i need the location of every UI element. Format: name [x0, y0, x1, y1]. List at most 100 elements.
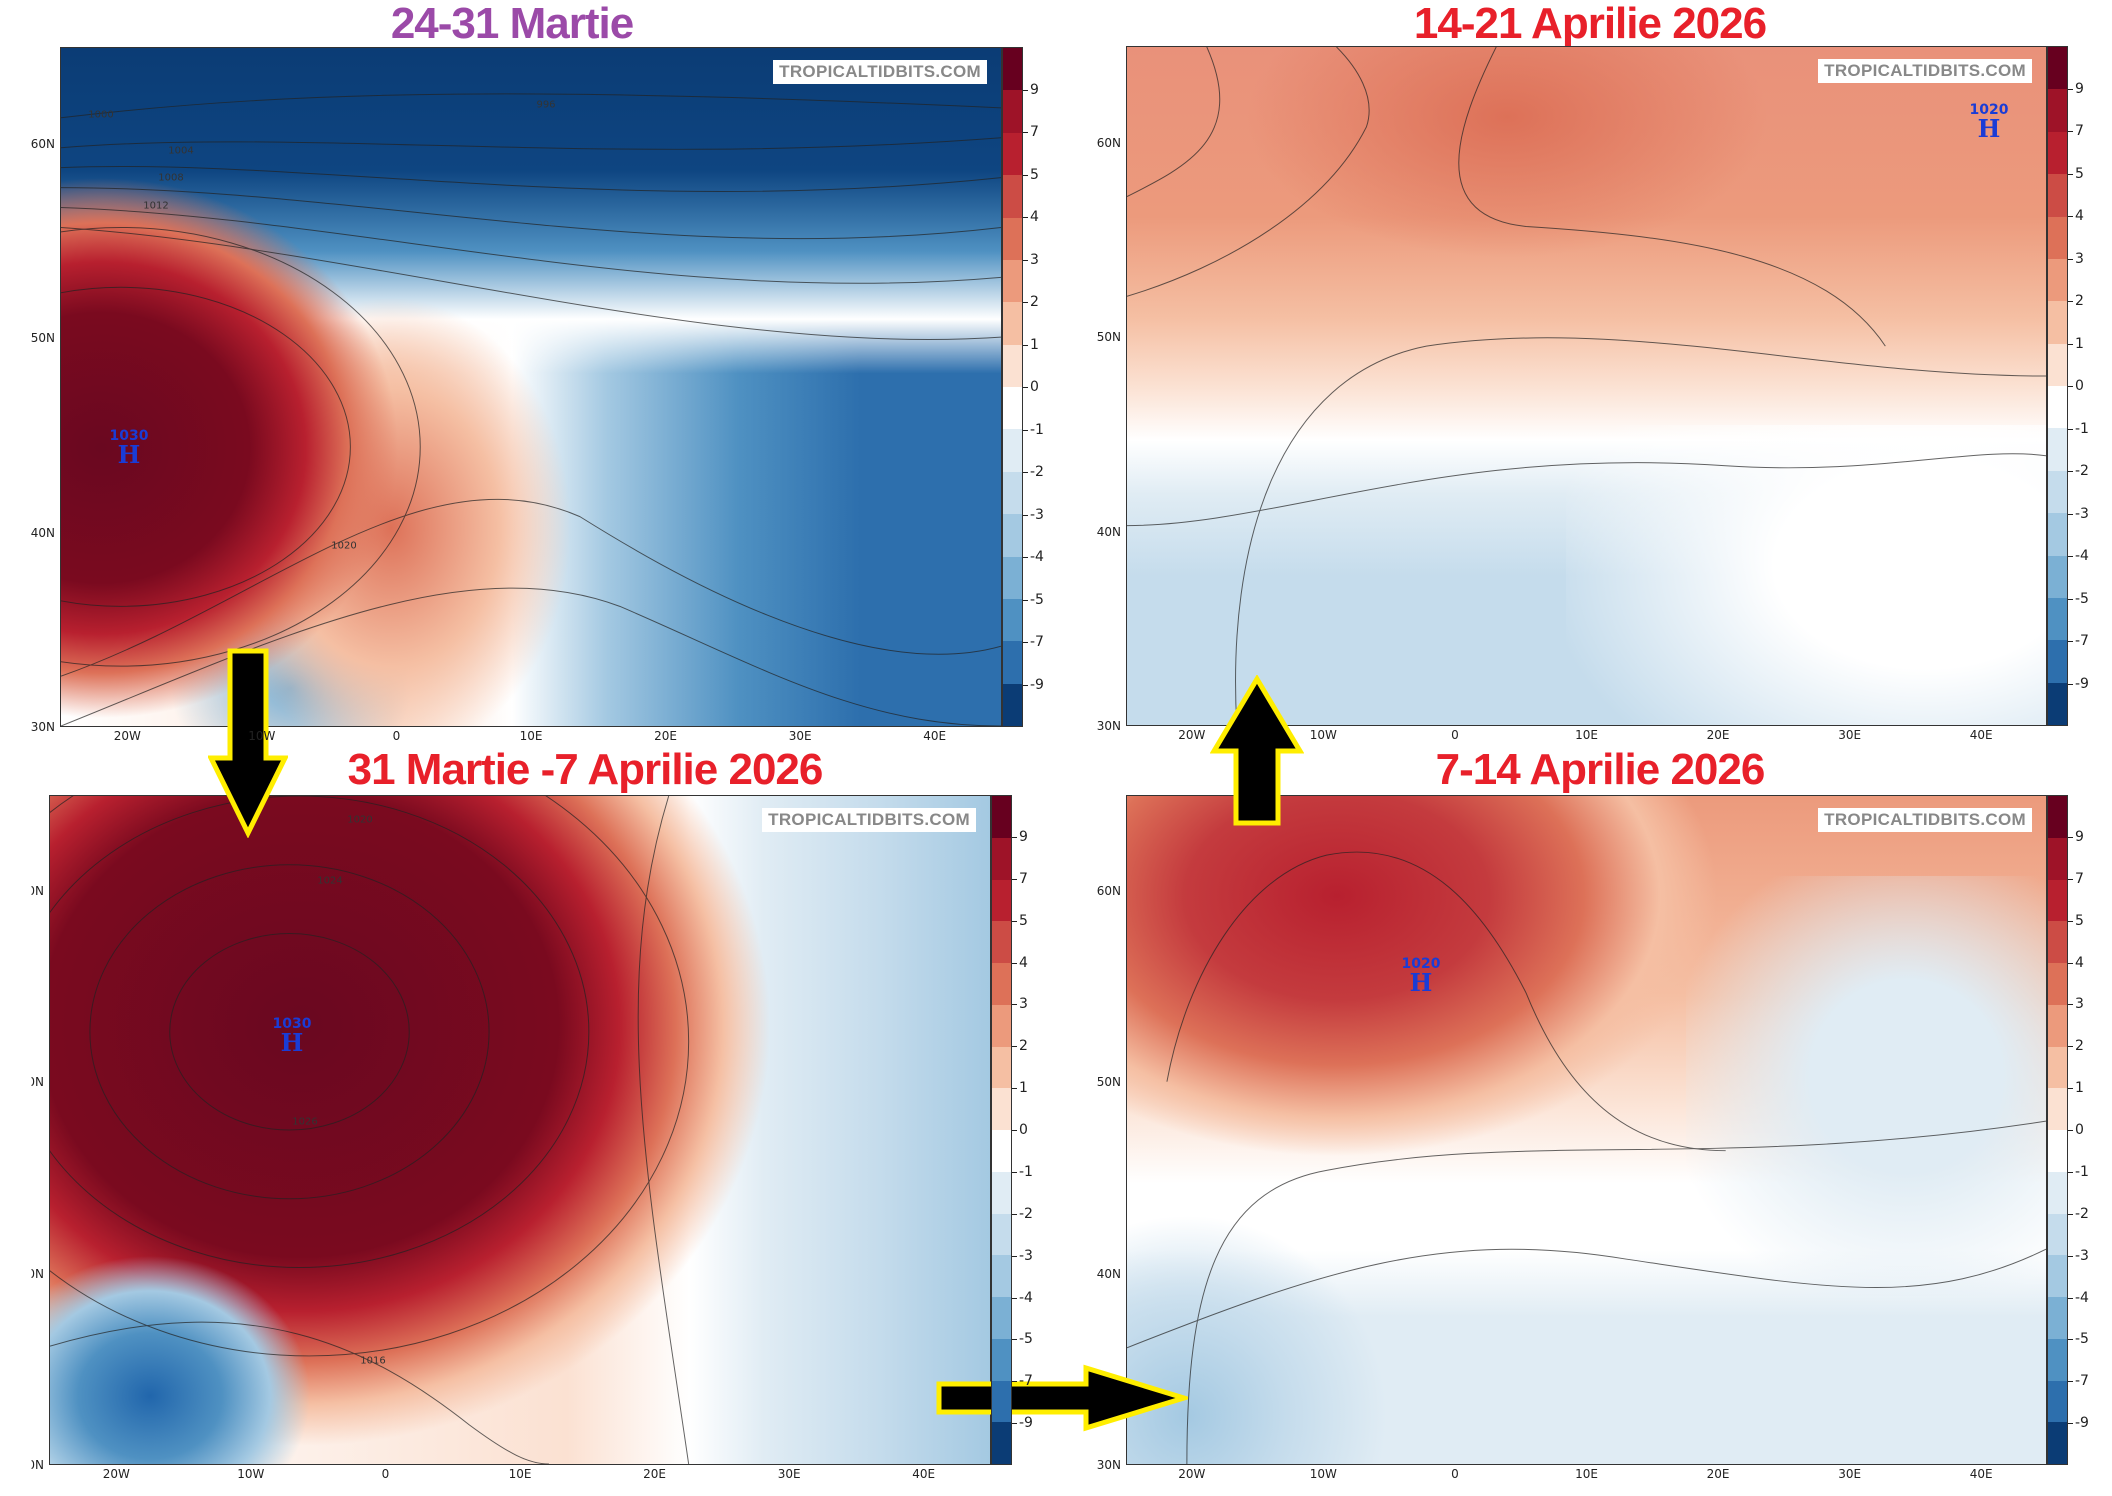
- longitude-label: 40E: [1969, 728, 1993, 742]
- contour-label: 1008: [158, 172, 184, 184]
- colorbar-tick: [2068, 641, 2073, 642]
- colorbar-segment: [2048, 1338, 2067, 1381]
- colorbar-segment: [2048, 386, 2067, 429]
- colorbar-label: -7: [1019, 1373, 1033, 1390]
- colorbar-tick: [2068, 1046, 2073, 1048]
- colorbar-segment: [1003, 302, 1022, 345]
- colorbar-label: -2: [1030, 464, 1044, 480]
- colorbar-tick: [2068, 343, 2073, 345]
- colorbar-tick: [1023, 174, 1028, 176]
- colorbar-tick: [1023, 387, 1028, 388]
- colorbar-tick: [1023, 642, 1028, 643]
- latitude-label: 50N: [19, 1075, 44, 1090]
- colorbar-segment: [992, 921, 1011, 963]
- colorbar-label: 4: [2075, 954, 2084, 971]
- colorbar-tick: [1012, 878, 1017, 880]
- colorbar-label: 2: [2075, 1038, 2084, 1055]
- longitude-label: 10W: [248, 729, 276, 743]
- panel-title-24-31-martie: 24-31 Martie: [390, 0, 634, 48]
- map-panel-31-martie-7-aprilie: TROPICALTIDBITS.COM 1030 H 1020 1024 1026…: [49, 795, 991, 1465]
- longitude-label: 0: [1451, 728, 1459, 742]
- colorbar-label: -4: [1019, 1289, 1033, 1306]
- colorbar-segment: [1003, 48, 1022, 91]
- colorbar-segment: [2048, 1255, 2067, 1297]
- colorbar-label: -1: [2075, 1163, 2089, 1180]
- longitude-label: 20E: [1706, 728, 1730, 742]
- longitude-label: 40E: [1969, 1467, 1993, 1481]
- colorbar-segment: [992, 1380, 1011, 1423]
- colorbar-segment: [2048, 682, 2067, 725]
- colorbar-tick: [2068, 131, 2073, 132]
- longitude-label: 30E: [1838, 728, 1862, 742]
- latitude-label: 50N: [30, 331, 55, 346]
- colorbar-label: 1: [2075, 335, 2084, 352]
- colorbar-label: -3: [1030, 506, 1044, 523]
- colorbar-tick: [1012, 1297, 1017, 1299]
- colorbar-segment: [1003, 90, 1022, 133]
- contour-label: 1026: [292, 1116, 318, 1128]
- latitude-label: 40N: [30, 525, 55, 540]
- colorbar-segment: [992, 1422, 1011, 1464]
- colorbar-label: -5: [1019, 1331, 1033, 1348]
- colorbar-segment: [992, 1255, 1011, 1297]
- colorbar-tick: [2068, 1213, 2073, 1215]
- colorbar-segment: [2048, 879, 2067, 922]
- longitude-label: 30E: [777, 1467, 801, 1481]
- colorbar-segment: [2048, 796, 2067, 838]
- colorbar-tick: [2068, 598, 2073, 600]
- colorbar-segment: [992, 1046, 1011, 1089]
- colorbar-segment: [1003, 175, 1022, 218]
- colorbar-segment: [992, 1338, 1011, 1381]
- colorbar-label: 9: [2075, 80, 2084, 97]
- colorbar-segment: [2048, 1380, 2067, 1423]
- colorbar-segment: [2048, 837, 2067, 880]
- colorbar-tick: [1023, 472, 1028, 473]
- longitude-label: 20W: [1178, 728, 1206, 742]
- colorbar-tick: [1012, 1088, 1017, 1090]
- colorbar-segment: [992, 1004, 1011, 1047]
- colorbar: [1002, 47, 1023, 727]
- colorbar-segment: [1003, 471, 1022, 515]
- high-pressure-marker: 1020 H: [1969, 102, 2009, 143]
- longitude-label: 40E: [912, 1467, 936, 1481]
- colorbar-tick: [1023, 302, 1028, 303]
- colorbar-tick: [2068, 1088, 2073, 1090]
- colorbar-segment: [1003, 514, 1022, 557]
- colorbar-label: -5: [1030, 591, 1044, 608]
- contour-label: 1004: [168, 145, 194, 157]
- colorbar-label: 1: [2075, 1080, 2084, 1097]
- colorbar-label: 1: [1030, 336, 1039, 353]
- longitude-label: 20W: [113, 729, 141, 743]
- colorbar-label: -9: [1019, 1415, 1033, 1432]
- colorbar-label: -4: [1030, 549, 1044, 565]
- colorbar-tick: [1012, 920, 1017, 922]
- panel-title-7-14-aprilie: 7-14 Aprilie 2026: [1435, 745, 1766, 794]
- panel-title-31-martie-7-aprilie: 31 Martie -7 Aprilie 2026: [347, 745, 824, 794]
- colorbar-label: -2: [2075, 463, 2089, 479]
- latitude-label: 40N: [1096, 524, 1121, 539]
- colorbar-tick: [2068, 920, 2073, 922]
- colorbar-label: -4: [2075, 1289, 2089, 1306]
- longitude-label: 0: [1451, 1467, 1459, 1481]
- colorbar-tick: [1023, 557, 1028, 558]
- colorbar-tick: [1023, 132, 1028, 133]
- map-panel-7-14-aprilie: TROPICALTIDBITS.COM 1020 H: [1126, 795, 2047, 1465]
- colorbar-segment: [1003, 387, 1022, 430]
- colorbar-tick: [2068, 513, 2073, 515]
- isobar-contours: [50, 796, 690, 1464]
- longitude-label: 10E: [519, 729, 543, 743]
- colorbar-segment: [992, 796, 1011, 838]
- colorbar-label: 4: [1030, 209, 1039, 225]
- longitude-label: 10W: [237, 1467, 265, 1481]
- colorbar-tick: [2068, 1339, 2073, 1341]
- longitude-label: 10W: [1309, 1467, 1337, 1481]
- colorbar-tick: [2068, 428, 2073, 430]
- colorbar-segment: [2048, 1213, 2067, 1256]
- colorbar-segment: [2048, 301, 2067, 344]
- colorbar-segment: [992, 1130, 1011, 1172]
- colorbar-segment: [2048, 1130, 2067, 1172]
- colorbar-label: -1: [2075, 420, 2089, 437]
- colorbar-tick: [1012, 1213, 1017, 1215]
- colorbar-segment: [2048, 343, 2067, 386]
- colorbar-tick: [2068, 836, 2073, 838]
